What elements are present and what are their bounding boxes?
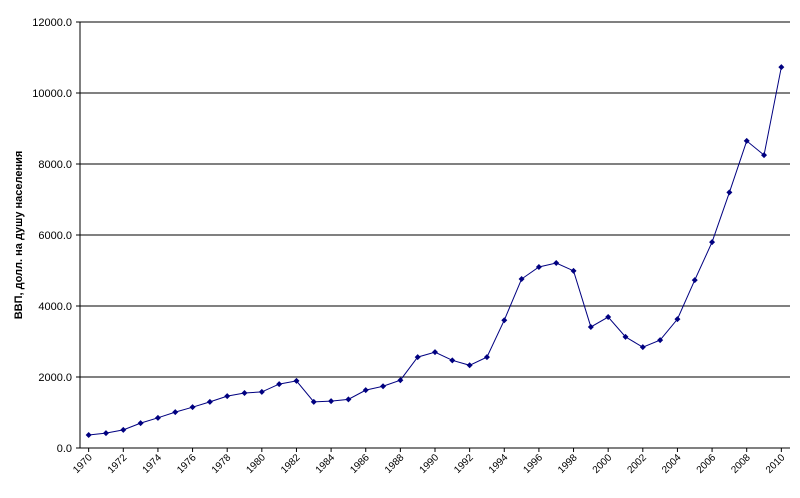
x-tick-label: 1974: [141, 452, 165, 476]
point: [328, 398, 335, 405]
x-tick-label: 1972: [106, 452, 130, 476]
y-tick-label: 0.0: [57, 443, 72, 455]
point: [154, 414, 161, 421]
point: [657, 337, 664, 344]
x-tick-label: 2004: [660, 452, 684, 476]
point: [85, 432, 92, 439]
point: [743, 137, 750, 144]
point: [189, 404, 196, 411]
point: [102, 430, 109, 437]
point: [345, 396, 352, 403]
y-tick-label: 12000.0: [32, 17, 72, 29]
point: [622, 333, 629, 340]
point: [380, 383, 387, 390]
x-tick-label: 1978: [210, 452, 234, 476]
point: [172, 409, 179, 416]
point: [276, 381, 283, 388]
y-tick-label: 4000.0: [38, 301, 72, 313]
point: [310, 398, 317, 405]
y-tick-label: 8000.0: [38, 159, 72, 171]
point: [778, 64, 785, 71]
x-tick-label: 2008: [729, 452, 753, 476]
point: [761, 152, 768, 159]
point: [432, 349, 438, 356]
point: [605, 314, 612, 321]
point: [224, 393, 231, 400]
point: [258, 388, 265, 395]
point: [466, 362, 473, 369]
line: [88, 66, 782, 436]
x-tick-label: 1994: [487, 452, 511, 476]
x-tick-label: 1984: [314, 452, 338, 476]
point: [449, 357, 456, 364]
x-tick-label: 1976: [175, 452, 199, 476]
point: [691, 277, 698, 284]
point: [709, 239, 716, 246]
point: [293, 377, 300, 384]
x-tick-label: 1992: [452, 452, 476, 476]
x-tick-label: 2006: [695, 452, 719, 476]
x-tick-label: 1996: [522, 452, 546, 476]
x-tick-label: 1990: [418, 452, 442, 476]
x-tick-label: 1980: [244, 452, 268, 476]
point: [535, 263, 542, 270]
point: [587, 323, 594, 330]
y-axis-title: ВВП, долл. на душу населения: [13, 151, 25, 320]
y-tick-label: 2000.0: [38, 372, 72, 384]
x-tick-label: 2010: [764, 452, 788, 476]
x-tick-label: 1998: [556, 452, 580, 476]
x-tick-label: 2000: [591, 452, 615, 476]
point: [483, 354, 490, 361]
point: [501, 317, 508, 324]
x-tick-label: 1982: [279, 452, 303, 476]
x-tick-label: 2002: [625, 452, 649, 476]
point: [674, 316, 681, 323]
y-tick-label: 6000.0: [38, 230, 72, 242]
x-tick-label: 1986: [348, 452, 372, 476]
x-tick-label: 1988: [383, 452, 407, 476]
point: [726, 189, 733, 196]
point: [570, 267, 577, 274]
point: [120, 426, 127, 433]
x-tick-label: 1970: [71, 452, 95, 476]
point: [553, 260, 560, 267]
y-tick-label: 10000.0: [32, 88, 72, 100]
point: [639, 344, 646, 351]
point: [397, 377, 404, 384]
point: [137, 420, 144, 427]
point: [414, 354, 421, 361]
point: [518, 276, 525, 283]
point: [362, 387, 369, 394]
point: [241, 389, 248, 396]
point: [206, 398, 213, 405]
